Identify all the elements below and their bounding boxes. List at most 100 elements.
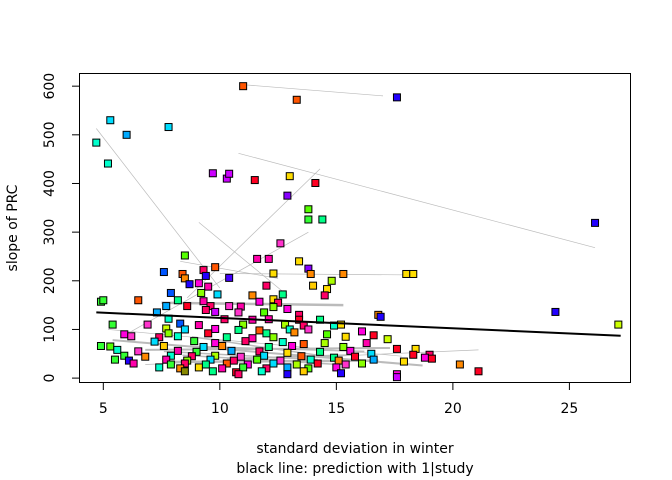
data-point (248, 291, 257, 300)
data-point (159, 341, 168, 350)
data-point (316, 347, 325, 356)
data-point (332, 363, 341, 372)
x-axis: 5 10 15 20 25 (99, 382, 578, 417)
data-point (337, 320, 346, 329)
data-point (357, 327, 366, 336)
data-point (269, 269, 278, 278)
data-point (257, 367, 266, 376)
data-point (211, 263, 220, 272)
data-point (304, 325, 313, 334)
data-point (292, 95, 301, 104)
data-point (141, 352, 150, 361)
data-point (211, 307, 220, 316)
data-point (339, 342, 348, 351)
prediction-line-group (96, 311, 621, 337)
data-point (283, 191, 292, 200)
data-point (239, 320, 248, 329)
data-point (427, 354, 436, 363)
data-point (309, 281, 318, 290)
y-tick-label: 500 (42, 121, 58, 148)
data-point (194, 321, 203, 330)
data-point (295, 315, 304, 324)
data-point (173, 296, 182, 305)
x-tick-label: 25 (560, 401, 578, 417)
data-point (278, 338, 287, 347)
data-point (409, 350, 418, 359)
data-point (211, 339, 220, 348)
study-line (219, 273, 414, 276)
data-point (297, 352, 306, 361)
data-point (357, 359, 366, 368)
data-point (204, 329, 213, 338)
data-point (278, 290, 287, 299)
study-line (238, 152, 596, 249)
data-point (369, 355, 378, 364)
y-tick-label: 300 (42, 219, 58, 246)
data-point (591, 218, 600, 227)
data-point (103, 159, 112, 168)
data-point (255, 297, 264, 306)
study-line (198, 222, 288, 296)
data-point (248, 334, 257, 343)
data-point (402, 269, 411, 278)
data-point (159, 268, 168, 277)
data-point (143, 320, 152, 329)
data-point (155, 333, 164, 342)
data-point (236, 352, 245, 361)
data-point (225, 273, 234, 282)
data-point (420, 353, 429, 362)
study-line (161, 301, 344, 307)
data-point (211, 324, 220, 333)
data-point (218, 364, 227, 373)
data-point (122, 130, 131, 139)
data-point (285, 172, 294, 181)
data-point (185, 280, 194, 289)
data-point (269, 303, 278, 312)
data-point (134, 347, 143, 356)
data-point (341, 360, 350, 369)
data-point (180, 367, 189, 376)
prediction-line (96, 311, 621, 337)
data-point (227, 346, 236, 355)
data-point (255, 347, 264, 356)
data-point (225, 169, 234, 178)
data-point (276, 356, 285, 365)
y-tick-label: 200 (42, 267, 58, 294)
data-point (166, 288, 175, 297)
data-point (222, 333, 231, 342)
data-point (250, 176, 259, 185)
data-point (614, 320, 623, 329)
data-point (201, 271, 210, 280)
data-point (313, 359, 322, 368)
data-point (283, 363, 292, 372)
data-point (99, 296, 108, 305)
data-point (260, 351, 269, 360)
data-point (299, 340, 308, 349)
data-point (320, 291, 329, 300)
data-point (264, 254, 273, 263)
data-point (274, 298, 283, 307)
data-point (180, 274, 189, 283)
data-point (334, 356, 343, 365)
data-point (218, 341, 227, 350)
data-points (92, 82, 623, 382)
data-point (339, 269, 348, 278)
data-point (194, 279, 203, 288)
data-point (306, 269, 315, 278)
data-point (190, 337, 199, 346)
x-axis-label: standard deviation in winter (256, 441, 454, 457)
data-point (351, 352, 359, 361)
data-point (362, 339, 371, 348)
data-point (255, 326, 264, 335)
data-point (192, 347, 201, 356)
data-point (150, 337, 159, 346)
data-point (283, 348, 292, 357)
data-point (262, 329, 271, 338)
data-point (127, 332, 136, 341)
data-point (199, 342, 208, 351)
y-tick-label: 0 (42, 374, 58, 383)
data-point (253, 254, 262, 263)
data-point (164, 329, 173, 338)
data-point (222, 359, 231, 368)
